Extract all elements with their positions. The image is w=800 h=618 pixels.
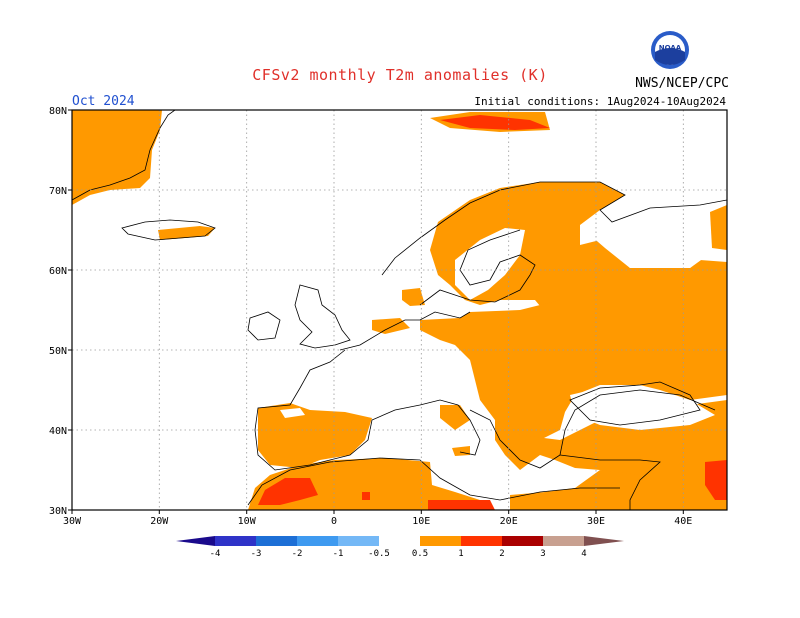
lat-tick-label: 50N bbox=[49, 346, 67, 357]
colorbar-label: 1 bbox=[458, 549, 463, 559]
lat-tick-label: 70N bbox=[49, 186, 67, 197]
colorbar-label: 2 bbox=[499, 549, 504, 559]
lon-tick-label: 0 bbox=[331, 516, 337, 527]
colorbar-label: 0.5 bbox=[412, 549, 428, 559]
lat-axis-labels: 80N 70N 60N 50N 40N 30N bbox=[49, 106, 67, 517]
colorbar-swatch bbox=[461, 536, 502, 546]
coast-balkans bbox=[469, 389, 716, 469]
lat-tick-label: 30N bbox=[49, 506, 67, 517]
colorbar-swatch bbox=[502, 536, 543, 546]
anomaly-region-scandinavia bbox=[430, 182, 727, 330]
lon-axis-labels: 30W 20W 10W 0 10E 20E 30E 40E bbox=[63, 516, 692, 527]
logo-text: NOAA bbox=[659, 44, 682, 52]
anomaly-region-denmark bbox=[402, 288, 425, 306]
lon-tick-label: 40E bbox=[674, 516, 692, 527]
coast-france bbox=[254, 349, 481, 471]
forecast-month: Oct 2024 bbox=[72, 94, 135, 109]
anomaly-region-north-urals bbox=[710, 205, 727, 250]
colorbar-label: -3 bbox=[251, 549, 262, 559]
coast-scandinavia bbox=[381, 181, 727, 276]
tick-marks bbox=[68, 109, 684, 514]
anomaly-region-egypt bbox=[510, 470, 640, 510]
lon-tick-label: 10E bbox=[412, 516, 430, 527]
agency-label: NWS/NCEP/CPC bbox=[635, 76, 729, 91]
anomaly-region-turkey bbox=[495, 400, 727, 510]
chart-title: CFSv2 monthly T2m anomalies (K) bbox=[252, 66, 548, 84]
lon-tick-label: 30E bbox=[587, 516, 605, 527]
noaa-logo: NOAA bbox=[651, 31, 689, 69]
coast-black-sea bbox=[569, 381, 701, 426]
lon-tick-label: 20E bbox=[500, 516, 518, 527]
colorbar-swatch bbox=[297, 536, 338, 546]
anomaly-field bbox=[72, 110, 727, 510]
colorbar-swatch bbox=[543, 536, 584, 546]
colorbar-swatch bbox=[215, 536, 256, 546]
colorbar-label: -2 bbox=[292, 549, 303, 559]
map-frame bbox=[71, 109, 728, 511]
anomaly-gap-sweden bbox=[455, 228, 525, 300]
lon-tick-label: 30W bbox=[63, 516, 82, 527]
colorbar-swatch bbox=[379, 536, 420, 546]
anomaly-region-iran-warm bbox=[705, 460, 727, 500]
colorbar-label: -1 bbox=[333, 549, 344, 559]
colorbar-label: 3 bbox=[540, 549, 545, 559]
coast-iceland bbox=[121, 219, 216, 241]
coast-ireland bbox=[247, 311, 281, 341]
colorbar-label: -4 bbox=[210, 549, 221, 559]
coast-britain bbox=[294, 284, 351, 349]
colorbar-label: -0.5 bbox=[368, 549, 390, 559]
colorbar-arrow-high bbox=[584, 536, 624, 546]
anomaly-gap-spain bbox=[280, 408, 305, 418]
anomaly-region-libya-warm bbox=[428, 500, 495, 510]
coast-greenland bbox=[72, 110, 176, 201]
anomaly-region-svalbard-warm bbox=[440, 115, 550, 130]
anomaly-region-algeria-warm bbox=[362, 492, 370, 500]
lat-tick-label: 60N bbox=[49, 266, 67, 277]
coast-western-europe bbox=[339, 311, 471, 351]
anomaly-region-eastern-europe bbox=[420, 300, 727, 440]
anomaly-region-iberia bbox=[258, 403, 372, 468]
colorbar-swatch bbox=[420, 536, 461, 546]
lon-tick-label: 20W bbox=[150, 516, 169, 527]
coastlines bbox=[72, 110, 727, 510]
anomaly-gap-black-sea bbox=[570, 388, 715, 430]
anomaly-region-greenland bbox=[72, 110, 162, 205]
coast-turkey bbox=[559, 454, 661, 510]
colorbar-label: 4 bbox=[581, 549, 586, 559]
lat-tick-label: 80N bbox=[49, 106, 67, 117]
coast-north-africa bbox=[247, 457, 620, 506]
initial-conditions: Initial conditions: 1Aug2024-10Aug2024 bbox=[474, 95, 726, 108]
colorbar: -4 -3 -2 -1 -0.5 0.5 1 2 3 4 bbox=[176, 536, 624, 559]
colorbar-swatch bbox=[338, 536, 379, 546]
colorbar-swatch bbox=[256, 536, 297, 546]
anomaly-region-morocco-warm bbox=[258, 478, 318, 505]
lon-tick-label: 10W bbox=[238, 516, 257, 527]
anomaly-gap-russia bbox=[590, 200, 715, 268]
gridlines bbox=[72, 110, 727, 510]
lat-tick-label: 40N bbox=[49, 426, 67, 437]
colorbar-arrow-low bbox=[176, 536, 215, 546]
coast-baltic bbox=[419, 229, 536, 306]
